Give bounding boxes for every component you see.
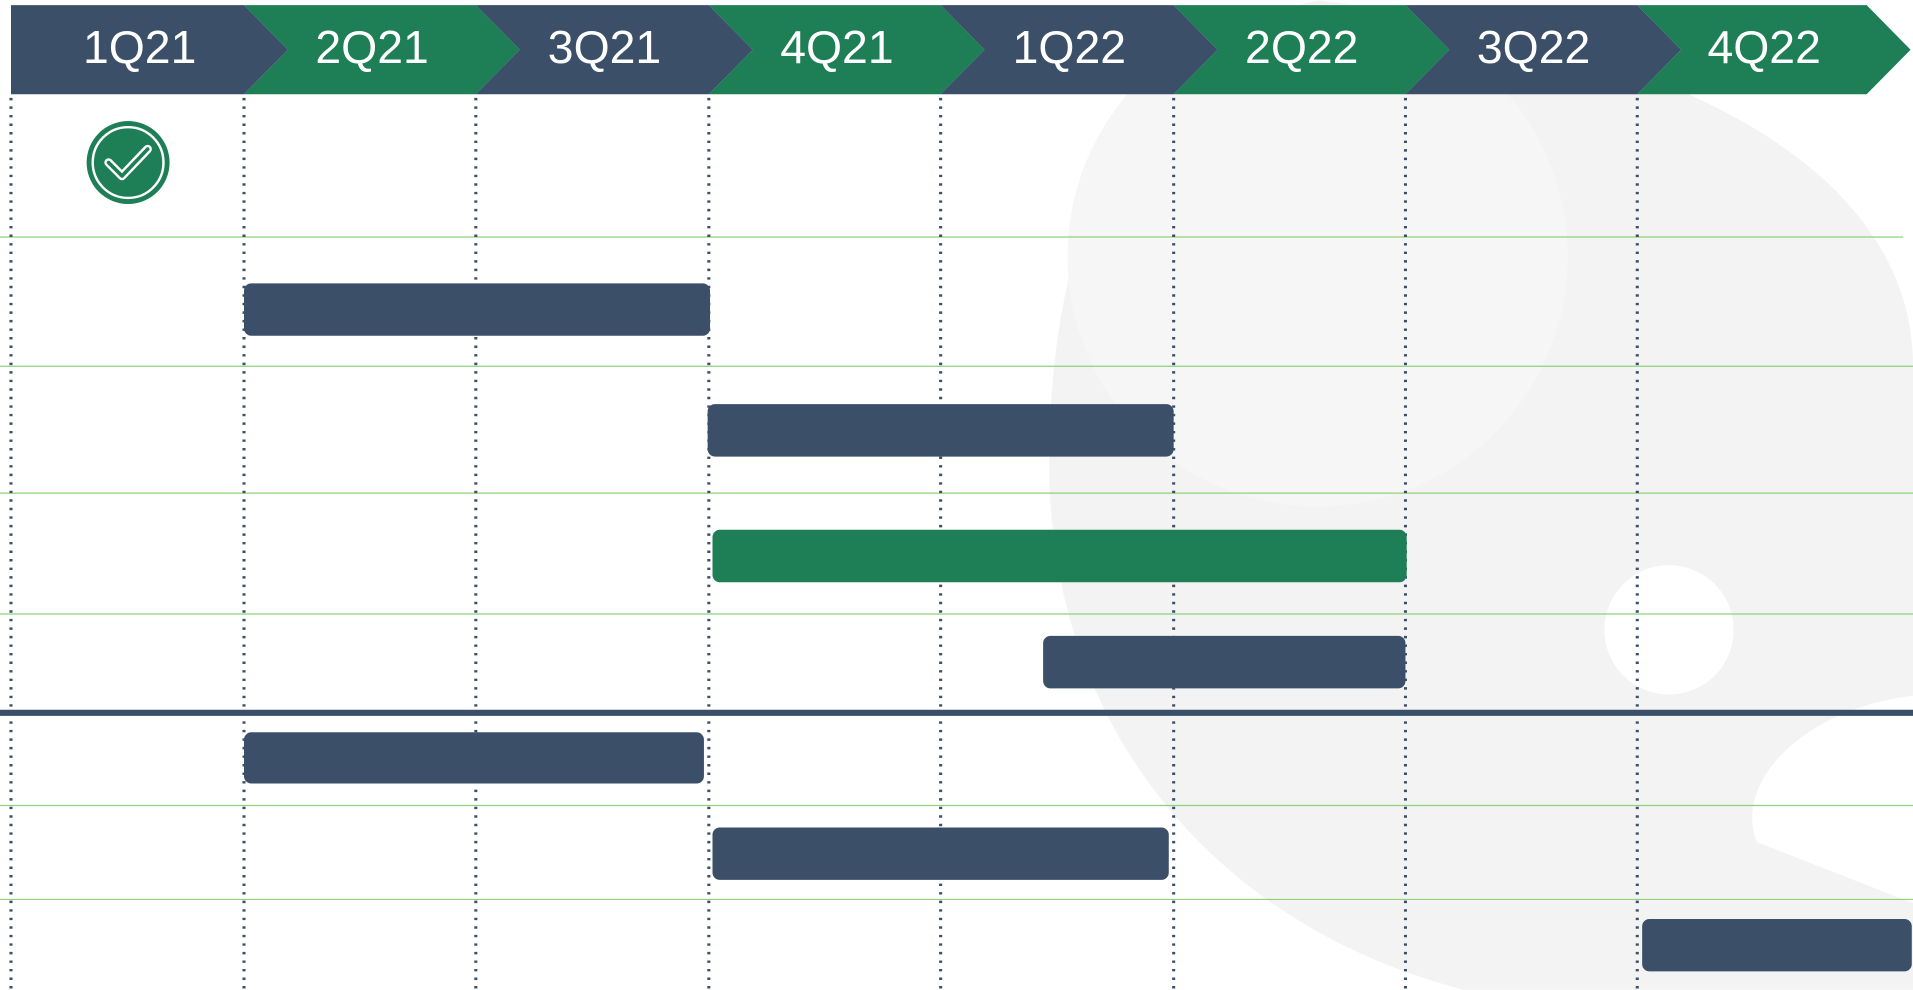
quarter-header: 1Q21 2Q21 3Q21 4Q21 1Q22 2Q22 3Q22 4Q22: [11, 5, 1911, 94]
quarter-label: 3Q21: [548, 21, 661, 73]
timeline-bar: [244, 732, 704, 783]
quarter-label: 4Q22: [1707, 21, 1820, 73]
quarter-label: 1Q22: [1013, 21, 1126, 73]
quarter-label: 3Q22: [1477, 21, 1590, 73]
check-circle: [87, 121, 170, 204]
quarter-label: 2Q21: [315, 21, 428, 73]
timeline-bar: [1043, 636, 1405, 688]
background-shapes: [1049, 0, 1913, 989]
timeline-bar: [244, 283, 710, 335]
check-icon: [87, 121, 170, 204]
quarter-label: 4Q21: [780, 21, 893, 73]
background-hole: [1604, 565, 1733, 694]
quarter-label: 1Q21: [83, 21, 196, 73]
timeline-bar: [1642, 919, 1912, 971]
quarter-label: 2Q22: [1245, 21, 1358, 73]
timeline-bar: [708, 404, 1174, 456]
timeline-bar: [712, 827, 1168, 879]
page: {"header": {"quarters": ["1Q21", "2Q21",…: [0, 0, 1913, 990]
timeline-bar: [712, 530, 1406, 582]
timeline: 1Q21 2Q21 3Q21 4Q21 1Q22 2Q22 3Q22 4Q22: [0, 0, 1913, 990]
